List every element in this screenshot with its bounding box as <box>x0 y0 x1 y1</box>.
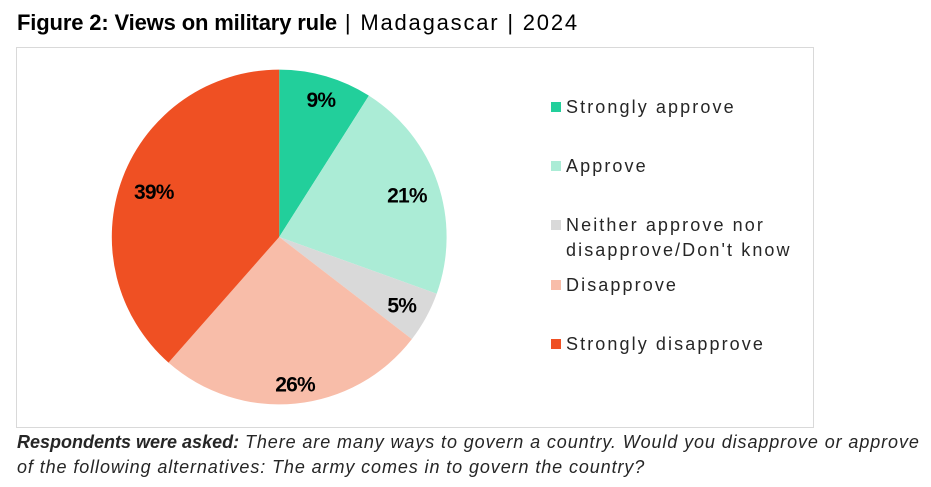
svg-text:39%: 39% <box>134 181 175 204</box>
svg-text:9%: 9% <box>307 89 337 112</box>
svg-text:26%: 26% <box>275 374 316 397</box>
svg-text:5%: 5% <box>387 295 417 318</box>
svg-text:21%: 21% <box>387 185 428 208</box>
